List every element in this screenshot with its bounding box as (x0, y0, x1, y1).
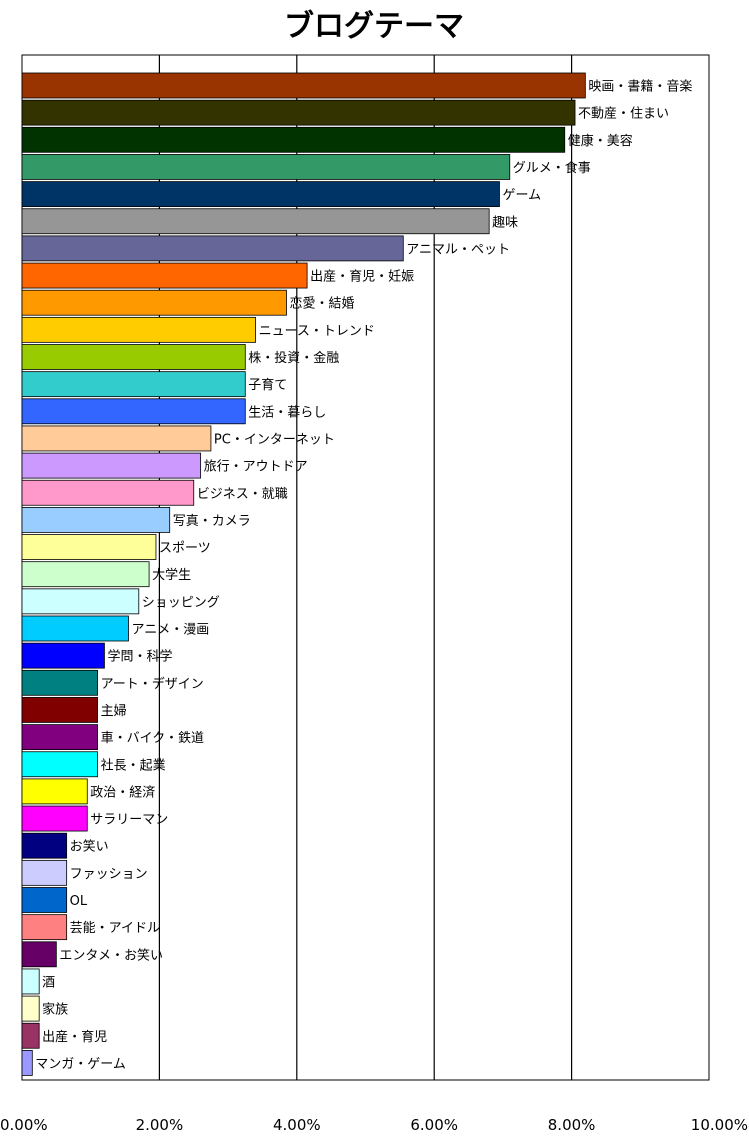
bar-label: アニマル・ペット (406, 242, 510, 257)
chart-title: ブログテーマ (284, 9, 464, 44)
bar-label: アニメ・漫画 (131, 623, 209, 638)
bar (21, 941, 57, 968)
bar-label: 学問・科学 (107, 649, 172, 665)
bar-label: ビジネス・就職 (197, 487, 288, 502)
bar (21, 235, 404, 262)
bar (21, 914, 68, 941)
bar-label: マンガ・ゲーム (35, 1057, 126, 1072)
x-tick-label: 6.00% (410, 1116, 458, 1134)
bar (21, 181, 500, 208)
x-tick-label: 2.00% (136, 1116, 184, 1134)
bar (21, 154, 511, 180)
bar (21, 642, 105, 669)
bar (21, 289, 287, 316)
bar-label: 政治・経済 (90, 784, 155, 800)
bar-label: 株・投資・金融 (248, 350, 339, 366)
bars (21, 72, 586, 1076)
bar (21, 398, 246, 425)
bar (21, 1050, 33, 1076)
bar (21, 1022, 40, 1049)
bar-label: 健康・美容 (568, 133, 633, 149)
x-tick-label: 0.00% (0, 1116, 48, 1134)
bar (21, 669, 98, 696)
bar-labels: 映画・書籍・音楽不動産・住まい健康・美容グルメ・食事ゲーム趣味アニマル・ペット出… (35, 79, 692, 1072)
bar (21, 262, 308, 289)
bar (21, 561, 150, 588)
bar (21, 126, 566, 153)
bar (21, 452, 202, 479)
bar-label: 映画・書籍・音楽 (588, 79, 692, 95)
bar (21, 724, 98, 750)
bar-label: 主婦 (101, 703, 127, 719)
bar-label: 芸能・アイドル (70, 920, 160, 936)
bar (21, 697, 98, 723)
bar (21, 859, 68, 886)
bar (21, 72, 586, 99)
bar-label: 趣味 (492, 215, 518, 230)
x-tick-label: 4.00% (273, 1116, 321, 1134)
bar (21, 425, 212, 452)
bar (21, 887, 68, 913)
bar (21, 615, 129, 642)
x-tick-label: 8.00% (548, 1116, 596, 1134)
x-axis-ticks: 0.00% 2.00% 4.00% 6.00% 8.00% 10.00% (0, 1116, 748, 1134)
bar-label: OL (70, 894, 88, 909)
bar-label: 生活・暮らし (248, 405, 326, 420)
bar (21, 588, 140, 615)
bar-label: スポーツ (159, 541, 211, 556)
bar-label: 子育て (248, 377, 287, 393)
bar (21, 805, 88, 832)
bar (21, 751, 98, 778)
bar-label: 旅行・アウトドア (204, 460, 308, 475)
bar (21, 995, 40, 1022)
bar (21, 208, 490, 235)
bar-label: PC・インターネット (214, 432, 335, 447)
bar-label: グルメ・食事 (513, 160, 591, 176)
bar-label: ゲーム (502, 188, 541, 203)
bar-label: お笑い (70, 839, 109, 855)
bar-label: ショッピング (142, 595, 220, 610)
bar (21, 316, 256, 343)
bar-label: 家族 (42, 1002, 68, 1018)
bar-label: 出産・育児 (42, 1029, 107, 1045)
bar-label: 恋愛・結婚 (289, 296, 354, 312)
bar (21, 968, 40, 995)
bar-label: 出産・育児・妊娠 (310, 269, 414, 285)
bar-label: 車・バイク・鉄道 (101, 731, 204, 746)
bar-label: アート・デザイン (101, 676, 204, 692)
bar-label: サラリーマン (90, 813, 168, 828)
bar-label: 不動産・住まい (578, 106, 669, 122)
bar-label: 写真・カメラ (173, 514, 251, 529)
bar (21, 506, 171, 533)
bar-label: 大学生 (152, 567, 191, 583)
x-tick-label: 10.00% (691, 1116, 748, 1134)
bar (21, 778, 88, 805)
bar (21, 832, 68, 859)
bar (21, 99, 576, 126)
bar (21, 479, 195, 506)
bar-label: 酒 (42, 975, 55, 990)
bar-label: エンタメ・お笑い (59, 947, 163, 963)
bar (21, 371, 246, 398)
bar-label: ファッション (70, 867, 148, 882)
bar (21, 344, 246, 370)
bar (21, 534, 157, 560)
bar-label: ニュース・トレンド (259, 324, 375, 339)
bar-label: 社長・起業 (101, 757, 166, 773)
